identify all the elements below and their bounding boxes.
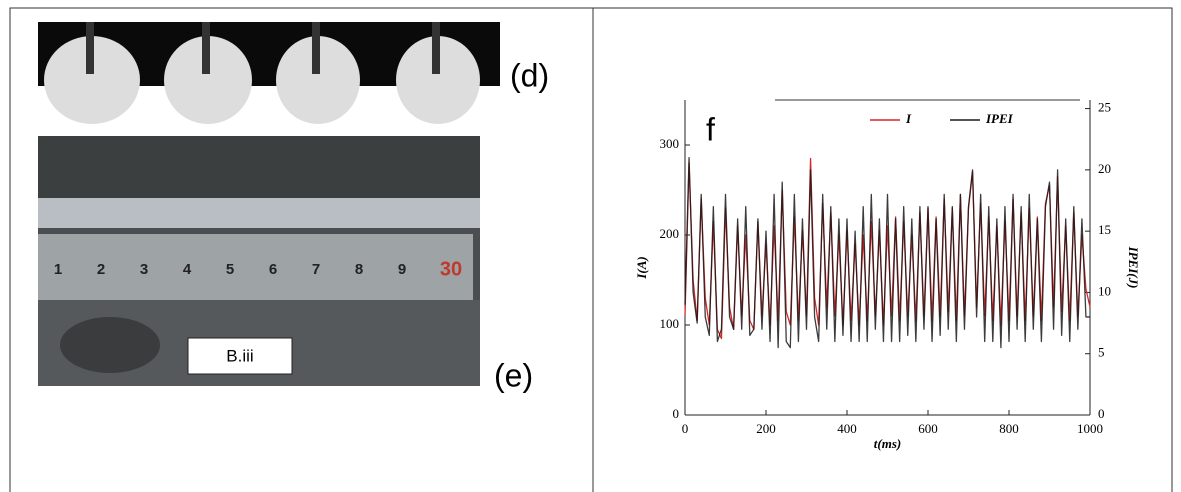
y-tick-label: 200 [660, 226, 680, 241]
weld-photo [38, 136, 480, 386]
y2-tick-label: 25 [1098, 100, 1111, 115]
x-tick-label: 0 [682, 421, 689, 436]
y2-tick-label: 0 [1098, 406, 1105, 421]
arc-photo-strip [38, 22, 500, 124]
y2-tick-label: 20 [1098, 161, 1111, 176]
series-line [684, 156, 1090, 349]
y-tick-label: 300 [660, 136, 680, 151]
x-tick-label: 200 [756, 421, 776, 436]
x-tick-label: 1000 [1077, 421, 1103, 436]
y-tick-label: 0 [673, 406, 680, 421]
ruler-number: 9 [398, 261, 406, 278]
legend-label: I [905, 111, 912, 126]
right-panel-frame [592, 7, 1173, 492]
chart: 0 200 400 600 800 100001002003000510152025t(m… [634, 100, 1141, 451]
ruler-number: 4 [183, 261, 192, 278]
y-tick-label: 100 [660, 316, 680, 331]
ruler-number: 3 [140, 261, 148, 278]
y2-tick-label: 15 [1098, 222, 1111, 237]
y-axis-label: I(A) [634, 256, 649, 279]
ruler-number: 6 [269, 261, 277, 278]
series-line [684, 157, 1091, 340]
sample-label: B.iii [226, 346, 253, 365]
ruler-number: 2 [97, 261, 105, 278]
ruler-numbers: 1 2 3 4 5 6 7 8 9 30 [54, 258, 462, 280]
panel-label: f [706, 111, 715, 147]
legend-label: IPEI [985, 111, 1014, 126]
y2-axis-label: IPEI(J) [1126, 246, 1141, 289]
panel-label: (e) [494, 357, 533, 393]
x-tick-label: 600 [918, 421, 938, 436]
ruler-number: 7 [312, 261, 320, 278]
ruler-number: 1 [54, 261, 62, 278]
x-tick-label: 800 [999, 421, 1019, 436]
y2-tick-label: 5 [1098, 345, 1105, 360]
y2-tick-label: 10 [1098, 283, 1111, 298]
ruler-number: 30 [440, 258, 462, 280]
x-axis-label: t(ms) [874, 436, 901, 451]
ruler-number: 5 [226, 261, 234, 278]
ruler-number: 8 [355, 261, 363, 278]
panel-label: (d) [510, 57, 549, 93]
x-tick-label: 400 [837, 421, 857, 436]
